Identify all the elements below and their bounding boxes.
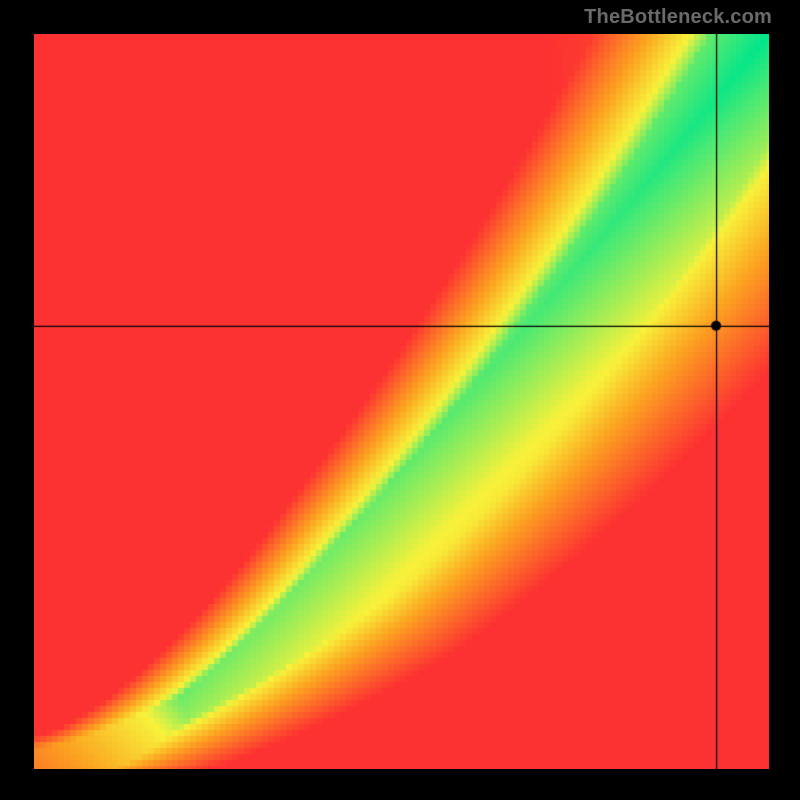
bottleneck-heatmap — [34, 34, 769, 769]
chart-container: TheBottleneck.com — [0, 0, 800, 800]
watermark-text: TheBottleneck.com — [584, 6, 772, 29]
